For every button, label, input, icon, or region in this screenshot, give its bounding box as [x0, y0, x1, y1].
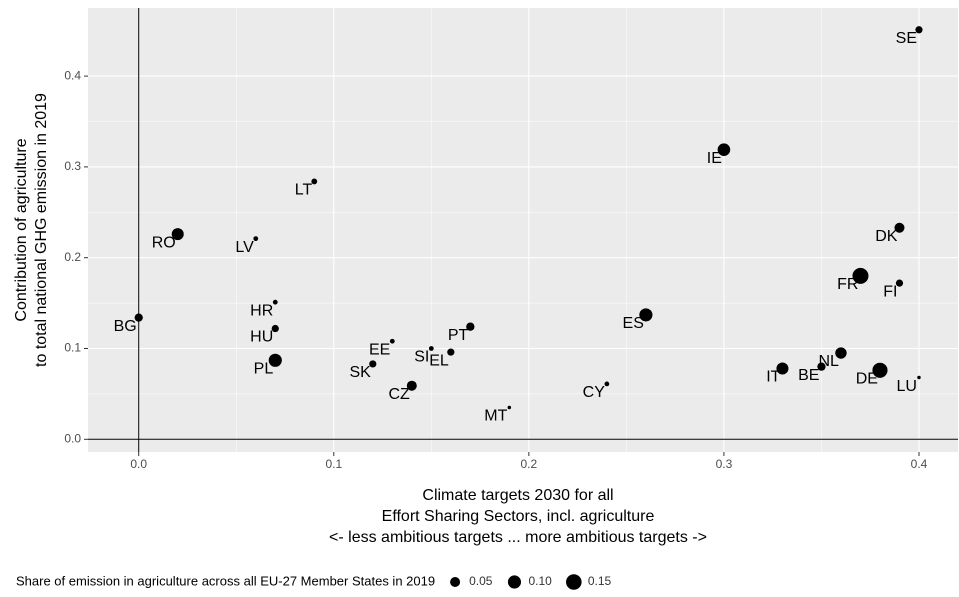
point-label: BE: [798, 367, 819, 384]
x-tick-label: 0.1: [325, 457, 342, 471]
plot-panel: [88, 8, 958, 452]
x-tick-label: 0.2: [521, 457, 538, 471]
bubble: [917, 375, 921, 380]
point-label: HR: [250, 302, 273, 319]
bubble: [389, 338, 395, 344]
legend-key: [507, 575, 522, 589]
point-label: SE: [896, 30, 917, 47]
point-label: LV: [235, 239, 254, 256]
y-tick-label: 0.4: [64, 68, 81, 82]
bubble: [776, 362, 789, 375]
bubble: [835, 347, 847, 359]
bubble: [466, 322, 475, 331]
legend-key: [450, 576, 461, 588]
bubble: [272, 299, 278, 305]
bubble: [253, 236, 259, 242]
point-label: NL: [819, 353, 840, 370]
point-label: PT: [448, 327, 469, 344]
point-label: IE: [707, 150, 722, 167]
bubble: [639, 308, 653, 322]
point-label: LU: [897, 378, 917, 395]
y-axis-title: Contribution of agriculture: [13, 138, 30, 321]
bubble: [604, 381, 610, 387]
legend-label: 0.05: [469, 574, 493, 588]
bubble: [507, 405, 512, 410]
x-tick-label: 0.3: [716, 457, 733, 471]
point-label: ES: [623, 315, 644, 332]
bubble: [311, 178, 318, 185]
point-label: LT: [295, 182, 313, 199]
point-label: PL: [254, 361, 274, 378]
point-label: FR: [837, 276, 858, 293]
y-tick-label: 0.1: [64, 341, 81, 355]
y-tick-label: 0.2: [64, 250, 81, 264]
bubble: [915, 26, 923, 34]
x-tick-label: 0.4: [911, 457, 928, 471]
y-tick-label: 0.0: [64, 431, 81, 445]
bubble: [895, 279, 904, 287]
bubble: [447, 348, 455, 356]
x-axis-title: <- less ambitious targets ... more ambit…: [329, 529, 707, 546]
point-label: MT: [484, 408, 507, 425]
point-label: CY: [583, 384, 606, 401]
point-label: CZ: [388, 386, 410, 403]
point-label: EL: [429, 352, 449, 369]
point-label: DK: [875, 228, 898, 245]
point-label: SK: [349, 364, 371, 381]
point-label: SI: [414, 349, 429, 366]
bubble: [406, 380, 417, 391]
bubble: [171, 228, 184, 241]
point-label: RO: [152, 234, 176, 251]
x-axis-title: Effort Sharing Sectors, incl. agricultur…: [382, 508, 655, 525]
y-axis-title: to total national GHG emission in 2019: [33, 93, 50, 367]
legend-key: [566, 574, 582, 590]
point-label: HU: [250, 329, 273, 346]
bubble: [817, 362, 826, 371]
legend-label: 0.15: [588, 574, 612, 588]
bubble: [428, 346, 434, 351]
point-label: IT: [766, 369, 780, 386]
point-label: DE: [856, 371, 878, 388]
x-axis-title: Climate targets 2030 for all: [422, 487, 613, 504]
bubble: [369, 360, 377, 368]
y-tick-label: 0.3: [64, 159, 81, 173]
bubble: [872, 362, 888, 378]
point-label: FI: [883, 283, 897, 300]
bubble: [134, 313, 143, 322]
point-label: EE: [369, 341, 390, 358]
x-tick-label: 0.0: [130, 457, 147, 471]
bubble: [894, 222, 905, 233]
point-label: BG: [114, 318, 137, 335]
bubble: [852, 267, 869, 284]
bubble: [271, 324, 279, 333]
legend-label: 0.10: [528, 574, 552, 588]
bubble: [268, 353, 282, 367]
bubble: [717, 143, 731, 156]
legend-title: Share of emission in agriculture across …: [16, 573, 435, 588]
